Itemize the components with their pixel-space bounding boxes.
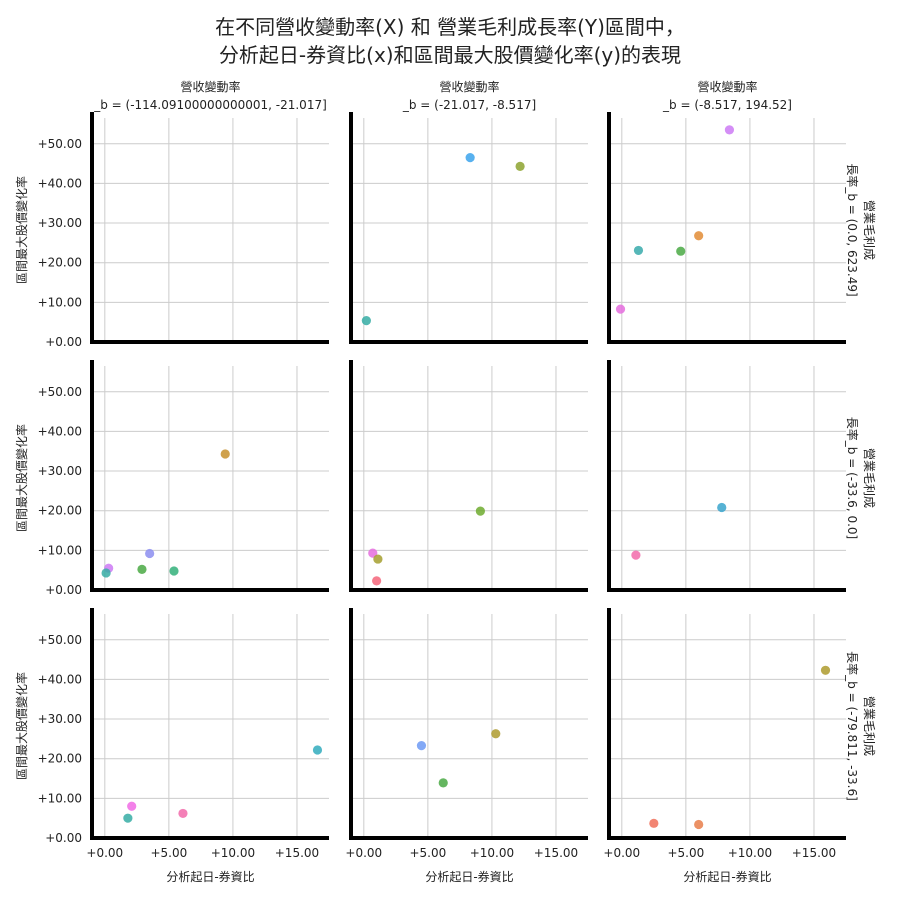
x-tick-label-r3c1-2: +10.00 [211, 846, 255, 860]
y-tick-label-r3c1-4: +40.00 [38, 672, 82, 686]
y-tick-label-r2c1-4: +40.00 [38, 424, 82, 438]
y-axis-label-row-1: 區間最大股價變化率 [14, 176, 29, 284]
data-point-r1c3-5 [615, 304, 626, 314]
x-tick-label-r3c2-0: +0.00 [345, 846, 382, 860]
y-tick-label-r1c1-5: +50.00 [38, 137, 82, 151]
y-tick-label-r1c1-3: +30.00 [38, 216, 82, 230]
y-tick-label-r1c1-1: +10.00 [38, 295, 82, 309]
column-title-1-line-1: 營收變動率 [180, 79, 240, 94]
data-point-r3c2-3 [438, 778, 448, 788]
data-point-r2c3-1 [717, 502, 727, 513]
figure-title-line-1: 在不同營收變動率(X) 和 營業毛利成長率(Y)區間中， [215, 15, 685, 39]
y-tick-label-r3c1-5: +50.00 [38, 633, 82, 647]
x-tick-label-r3c1-1: +5.00 [150, 846, 187, 860]
data-point-r2c1-3 [137, 564, 147, 574]
y-axis-label-row-2: 區間最大股價變化率 [14, 424, 29, 532]
x-tick-label-r3c2-1: +5.00 [409, 846, 446, 860]
data-point-r3c1-2 [127, 801, 137, 811]
row-label-2-line-1: 營業毛利成 [862, 448, 876, 508]
y-tick-label-r2c1-5: +50.00 [38, 385, 82, 399]
data-point-r2c2-2 [368, 548, 378, 558]
column-title-3-line-1: 營收變動率 [697, 79, 757, 94]
data-point-r3c1-1 [312, 745, 323, 755]
data-point-r1c2-3 [361, 315, 371, 326]
data-point-r2c2-4 [372, 576, 382, 586]
x-axis-label-col-2: 分析起日-券資比 [425, 869, 513, 884]
data-point-r1c3-3 [633, 245, 644, 256]
data-point-r3c3-3 [694, 819, 704, 830]
row-label-1-line-2: 長率_b = (0.0, 623.49] [845, 163, 860, 296]
data-point-r3c2-1 [491, 729, 501, 739]
y-tick-label-r3c1-2: +20.00 [38, 752, 82, 766]
y-tick-label-r2c1-2: +20.00 [38, 504, 82, 518]
data-point-r2c2-3 [373, 554, 383, 564]
x-axis-label-col-3: 分析起日-券資比 [683, 869, 771, 884]
y-tick-label-r3c1-3: +30.00 [38, 712, 82, 726]
x-tick-label-r3c2-2: +10.00 [470, 846, 514, 860]
figure-title-line-2: 分析起日-券資比(x)和區間最大股價變化率(y)的表現 [219, 43, 681, 67]
y-tick-label-r1c1-0: +0.00 [45, 335, 82, 349]
y-tick-label-r3c1-0: +0.00 [45, 831, 82, 845]
data-point-r1c2-2 [515, 161, 525, 171]
x-tick-label-r3c2-3: +15.00 [534, 846, 578, 860]
x-axis-label-col-1: 分析起日-券資比 [166, 869, 254, 884]
data-point-r2c1-4 [169, 566, 179, 576]
row-label-2-line-2: 長率_b = (-33.6, 0.0] [845, 417, 860, 539]
y-tick-label-r2c1-3: +30.00 [38, 464, 82, 478]
column-title-2-line-1: 營收變動率 [439, 79, 499, 94]
y-tick-label-r2c1-0: +0.00 [45, 583, 82, 597]
data-point-r2c1-6 [101, 568, 111, 578]
y-axis-label-row-3: 區間最大股價變化率 [14, 672, 29, 780]
y-tick-label-r1c1-4: +40.00 [38, 176, 82, 190]
column-title-1-line-2: _b = (-114.09100000000001, -21.017] [93, 98, 327, 112]
column-title-3-line-2: _b = (-8.517, 194.52] [662, 98, 792, 112]
data-point-r1c2-1 [465, 153, 475, 163]
row-label-3-line-2: 長率_b = (-79.811, -33.6] [845, 651, 860, 801]
row-label-1-line-1: 營業毛利成 [862, 200, 876, 260]
data-point-r2c2-1 [475, 506, 485, 516]
row-label-3-line-1: 營業毛利成 [862, 696, 876, 756]
data-point-r1c3-2 [694, 231, 704, 241]
data-point-r2c3-2 [631, 550, 641, 560]
x-tick-label-r3c3-2: +10.00 [728, 846, 772, 860]
data-point-r3c3-2 [649, 818, 659, 828]
data-point-r2c1-2 [145, 548, 155, 559]
data-point-r3c1-3 [178, 808, 188, 819]
column-title-2-line-2: _b = (-21.017, -8.517] [402, 98, 536, 112]
y-tick-label-r1c1-2: +20.00 [38, 256, 82, 270]
data-point-r1c3-4 [676, 246, 686, 256]
data-point-r1c3-1 [724, 125, 735, 135]
y-tick-label-r2c1-1: +10.00 [38, 543, 82, 557]
data-point-r2c1-1 [220, 449, 230, 459]
data-point-r3c2-2 [416, 741, 427, 751]
x-tick-label-r3c1-0: +0.00 [86, 846, 123, 860]
x-tick-label-r3c3-1: +5.00 [667, 846, 704, 860]
data-point-r3c1-4 [123, 813, 133, 823]
y-tick-label-r3c1-1: +10.00 [38, 791, 82, 805]
x-tick-label-r3c3-3: +15.00 [792, 846, 836, 860]
x-tick-label-r3c3-0: +0.00 [603, 846, 640, 860]
x-tick-label-r3c1-3: +15.00 [275, 846, 319, 860]
data-point-r3c3-1 [820, 665, 831, 675]
